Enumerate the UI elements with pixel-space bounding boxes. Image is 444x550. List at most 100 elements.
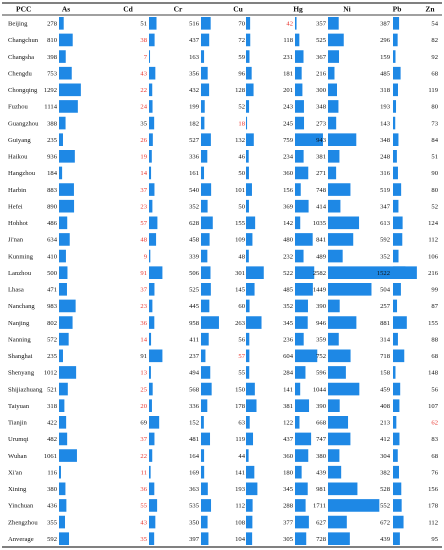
value-ni: 489 <box>316 253 327 260</box>
value-cr: 199 <box>189 104 200 111</box>
value-as: 235 <box>47 353 58 360</box>
bar-ni <box>328 249 343 263</box>
bar-pb <box>393 100 397 113</box>
value-cd: 11 <box>141 469 147 476</box>
value-ni: 439 <box>316 469 327 476</box>
bar-pb <box>393 299 398 313</box>
value-cd: 57 <box>140 220 147 227</box>
bar-hg <box>295 449 309 462</box>
value-pb: 459 <box>380 386 391 393</box>
value-hg: 381 <box>283 403 293 410</box>
value-cu: 145 <box>235 287 246 294</box>
bar-cd <box>149 133 153 146</box>
bar-hg <box>295 499 306 512</box>
bar-as <box>59 515 66 529</box>
bar-cd <box>149 432 155 446</box>
bar-as <box>59 216 68 230</box>
row-label: Xi'an <box>8 469 23 476</box>
value-as: 410 <box>47 253 58 260</box>
bar-cd <box>149 166 152 180</box>
value-as: 890 <box>47 203 58 210</box>
value-zn: 54 <box>431 21 438 28</box>
value-cu: 150 <box>235 386 246 393</box>
bar-cr <box>201 66 208 80</box>
value-zn: 178 <box>428 503 439 510</box>
bar-cd <box>149 515 156 529</box>
bar-as <box>59 116 66 130</box>
bar-hg <box>295 532 307 545</box>
row-label: Guangzhou <box>8 120 39 127</box>
bar-pb <box>393 432 400 446</box>
value-cu: 72 <box>238 37 245 44</box>
bar-as <box>59 50 66 63</box>
column-header-pcc: PCC <box>16 5 31 14</box>
bar-cr <box>201 366 211 379</box>
bar-as <box>59 100 78 113</box>
value-as: 278 <box>47 21 58 28</box>
value-as: 436 <box>47 503 58 510</box>
bar-pb <box>393 532 400 545</box>
value-zn: 68 <box>431 353 438 360</box>
row-label: Chengdu <box>8 70 33 77</box>
bar-ni <box>328 83 337 97</box>
value-cu: 56 <box>238 336 245 343</box>
value-zn: 112 <box>428 519 438 526</box>
row-label: Shenyang <box>8 370 35 377</box>
bar-cu <box>246 316 262 329</box>
value-hg: 201 <box>283 87 293 94</box>
bar-hg <box>295 399 310 412</box>
bar-cd <box>149 482 155 496</box>
bar-ni <box>328 515 347 529</box>
bar-cd <box>149 199 153 213</box>
value-cr: 527 <box>189 137 200 144</box>
bar-as <box>59 266 68 279</box>
value-ni: 348 <box>316 104 327 111</box>
value-cd: 35 <box>140 536 147 543</box>
bar-ni <box>328 449 340 462</box>
value-as: 810 <box>47 37 58 44</box>
value-pb: 672 <box>380 519 390 526</box>
row-label: Nanjing <box>8 320 30 327</box>
bar-ni <box>328 316 357 329</box>
column-header-cd: Cd <box>123 5 133 14</box>
bar-as <box>59 249 66 263</box>
value-ni: 271 <box>316 170 326 177</box>
column-header-ni: Ni <box>343 5 351 14</box>
bar-cd <box>149 532 155 545</box>
value-cd: 36 <box>140 486 147 493</box>
bar-cr <box>201 449 205 462</box>
value-hg: 234 <box>283 154 294 161</box>
bar-cd <box>149 150 152 163</box>
bar-hg <box>295 216 301 230</box>
bar-pb <box>393 133 399 146</box>
bar-cd <box>149 66 156 80</box>
bar-cu <box>246 449 249 462</box>
bar-cd <box>149 216 158 230</box>
bar-cd <box>149 416 160 429</box>
value-ni: 596 <box>316 370 327 377</box>
row-label: Shijiazhuang <box>8 386 43 393</box>
bar-ni <box>328 399 340 412</box>
value-cu: 55 <box>238 370 245 377</box>
value-cu: 52 <box>238 104 245 111</box>
value-pb: 316 <box>380 170 391 177</box>
bar-cr <box>201 50 205 63</box>
data-bars <box>59 17 417 545</box>
value-cr: 535 <box>189 503 200 510</box>
value-cd: 24 <box>140 104 147 111</box>
value-cd: 37 <box>140 436 147 443</box>
bar-cr <box>201 515 208 529</box>
row-label: Haikou <box>8 154 28 161</box>
value-zn: 155 <box>428 320 439 327</box>
bar-ni <box>328 50 340 63</box>
value-hg: 141 <box>283 386 293 393</box>
bar-cr <box>201 499 212 512</box>
bar-as <box>59 66 72 80</box>
bar-pb <box>393 150 397 163</box>
bar-cr <box>201 100 205 113</box>
bar-cr <box>201 482 208 496</box>
row-label: Tianjin <box>8 420 28 427</box>
value-hg: 180 <box>283 469 294 476</box>
